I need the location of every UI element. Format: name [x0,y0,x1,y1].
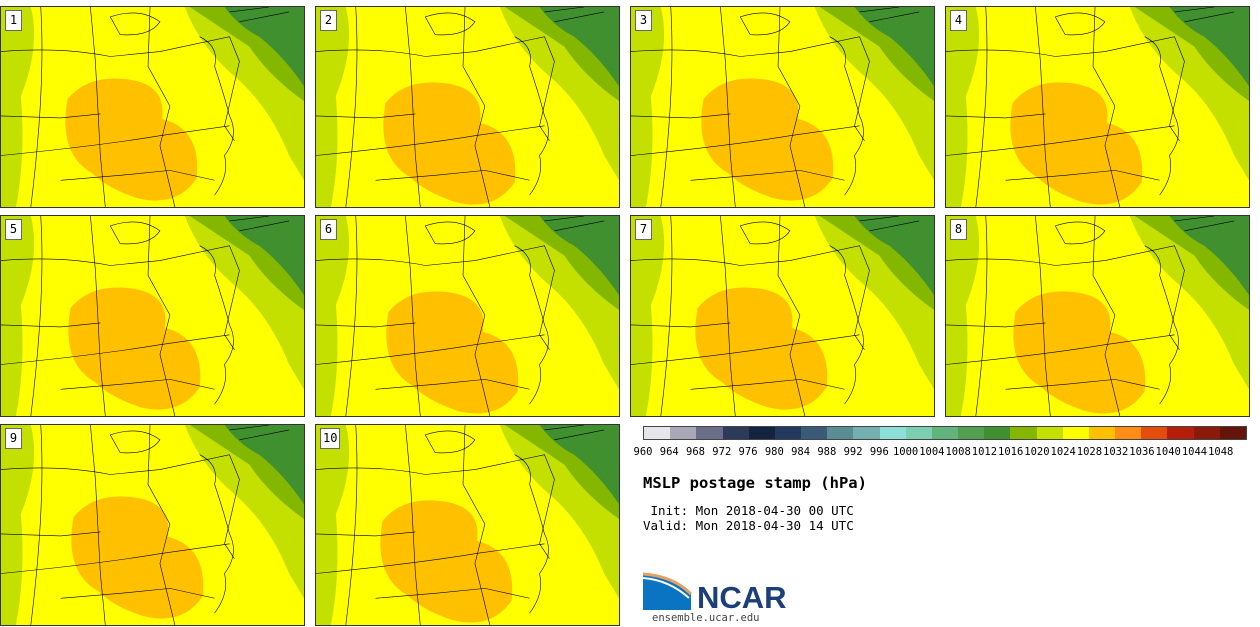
colorbar-swatch [984,427,1011,439]
stamp-panel: 9 [0,424,305,626]
colorbar-swatch [879,427,906,439]
colorbar-swatch [774,427,802,439]
colorbar-tick-label: 1028 [1076,446,1103,458]
colorbar-swatch [905,427,932,439]
stamp-member-label: 4 [950,10,967,31]
stamp-panel: 8 [945,215,1250,417]
colorbar-swatch [1088,427,1116,439]
colorbar-tick-label: 1036 [1129,446,1155,458]
init-time: Init: Mon 2018-04-30 00 UTC [643,503,854,518]
stamp-member-label: 6 [320,219,337,240]
colorbar-tick-label: 980 [764,446,784,458]
colorbar [643,426,1247,440]
colorbar-tick-label: 972 [712,446,732,458]
colorbar-tick-label: 1044 [1181,446,1208,458]
colorbar-tick-label: 1024 [1050,446,1076,458]
colorbar-swatch [958,427,985,439]
colorbar-tick-label: 1048 [1208,446,1234,458]
colorbar-swatch [696,427,723,439]
colorbar-swatch [931,427,959,439]
colorbar-swatch [827,427,854,439]
stamp-panel: 1 [0,6,305,208]
stamp-panel: 4 [945,6,1250,208]
ncar-logo-text: NCAR [697,580,787,615]
valid-time: Valid: Mon 2018-04-30 14 UTC [643,518,854,533]
colorbar-swatch [1115,427,1142,439]
colorbar-tick-label: 996 [869,446,889,458]
stamp-member-label: 8 [950,219,967,240]
stamp-panel: 7 [630,215,935,417]
colorbar-tick-label: 1040 [1155,446,1181,458]
colorbar-tick-label: 984 [791,446,811,458]
stamp-panel: 6 [315,215,620,417]
stamp-member-label: 9 [5,428,22,449]
stamp-member-label: 5 [5,219,22,240]
colorbar-swatch [853,427,880,439]
ncar-logo-icon [643,572,693,610]
colorbar-tick-label: 988 [817,446,837,458]
stamp-member-label: 7 [635,219,652,240]
colorbar-tick-label: 976 [738,446,758,458]
colorbar-swatch [1219,427,1246,439]
colorbar-tick-label: 1000 [892,446,919,458]
colorbar-swatch [1193,427,1220,439]
colorbar-swatch [1062,427,1089,439]
colorbar-swatch [801,427,828,439]
colorbar-tick-label: 960 [633,446,653,458]
colorbar-tick-label: 1020 [1024,446,1050,458]
stamp-member-label: 3 [635,10,652,31]
colorbar-tick-label: 964 [659,446,679,458]
colorbar-tick-label: 1032 [1103,446,1129,458]
stamp-member-label: 2 [320,10,337,31]
stamp-panel: 10 [315,424,620,626]
colorbar-swatch [644,427,671,439]
colorbar-tick-label: 1004 [919,446,945,458]
colorbar-tick-label: 1016 [997,446,1024,458]
colorbar-ticks: 960 964 968 972 976 980 984 988 992 996 1000 1004 10… [633,446,1253,460]
colorbar-tick-label: 1012 [971,446,998,458]
stamp-panel: 5 [0,215,305,417]
website-url: ensemble.ucar.edu [652,612,760,624]
colorbar-swatch [670,427,697,439]
colorbar-swatch [748,427,775,439]
stamp-member-label: 1 [5,10,22,31]
colorbar-swatch [1036,427,1063,439]
stamp-member-label: 10 [320,428,341,449]
colorbar-swatch [722,427,749,439]
stamp-panel: 3 [630,6,935,208]
colorbar-swatch [1141,427,1168,439]
colorbar-tick-label: 968 [686,446,705,458]
colorbar-tick-label: 992 [843,446,863,458]
stamp-panel: 2 [315,6,620,208]
colorbar-swatch [1167,427,1194,439]
colorbar-tick-label: 1008 [945,446,971,458]
figure-title: MSLP postage stamp (hPa) [643,474,867,492]
colorbar-swatch [1010,427,1037,439]
